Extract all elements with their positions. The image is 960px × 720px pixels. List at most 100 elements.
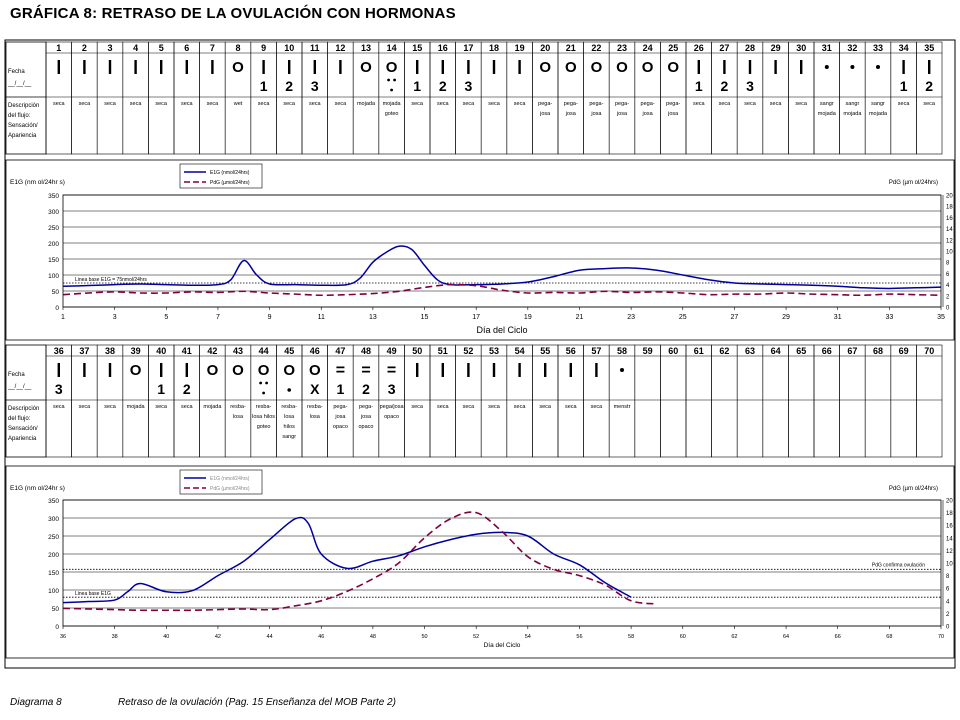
count-number: 2	[439, 78, 447, 94]
fecha-format: __/__/__	[7, 81, 32, 87]
x-tick-label: 7	[216, 314, 220, 321]
dots-symbol	[390, 88, 393, 92]
e1g-series-line	[62, 516, 632, 604]
day-number: 66	[822, 346, 832, 356]
dots-symbol	[387, 78, 390, 82]
x-tick-label: 9	[268, 314, 272, 321]
flow-description: seca	[693, 101, 706, 107]
day-column	[788, 41, 815, 155]
y2-tick-label: 8	[946, 261, 950, 267]
legend-entry: E1G (nmol/24hrs)	[210, 170, 250, 176]
day-number: 32	[847, 43, 857, 53]
count-number: 2	[362, 381, 370, 397]
reference-line-label: Linea base E1G	[75, 591, 111, 597]
flow-description: seca	[437, 101, 450, 107]
day-number: 1	[56, 43, 61, 53]
flow-description: resba-	[281, 404, 297, 410]
day-column	[71, 41, 98, 155]
x-tick-label: 27	[731, 314, 739, 321]
count-number: 1	[413, 78, 421, 94]
caption-right: Retraso de la ovulación (Pag. 15 Enseñan…	[118, 697, 396, 708]
day-column	[404, 41, 431, 155]
day-number: 59	[643, 346, 653, 356]
flow-description: seca	[79, 101, 92, 107]
flow-description: pega-	[666, 101, 680, 107]
day-number: 8	[235, 43, 240, 53]
flow-description: goteo	[385, 111, 399, 117]
day-number: 64	[771, 346, 781, 356]
day-number: 47	[335, 346, 345, 356]
count-number: 3	[388, 381, 396, 397]
mucus-circle-symbol: O	[283, 362, 295, 379]
day-number: 21	[566, 43, 576, 53]
day-number: 62	[719, 346, 729, 356]
x-tick-label: 36	[60, 634, 66, 640]
x-tick-label: 21	[576, 314, 584, 321]
day-column	[480, 41, 508, 155]
day-number: 20	[540, 43, 550, 53]
mucus-circle-symbol: O	[309, 362, 321, 379]
flow-description: seca	[155, 404, 168, 410]
flow-description: resba-	[256, 404, 272, 410]
flow-description: seca	[795, 101, 808, 107]
x-tick-label: 3	[113, 314, 117, 321]
y-tick-label: 350	[48, 193, 59, 200]
day-number: 7	[210, 43, 215, 53]
dot-symbol	[287, 388, 292, 392]
x-tick-label: 35	[937, 314, 945, 321]
flow-description: seca	[565, 404, 578, 410]
day-column	[711, 41, 738, 155]
bleeding-dot-symbol	[824, 65, 829, 69]
day-number: 41	[182, 346, 192, 356]
day-column	[96, 344, 124, 458]
dots-symbol	[259, 381, 262, 385]
flow-description: josa	[360, 414, 372, 420]
flow-description: goteo	[257, 424, 271, 430]
equals-symbol: =	[361, 362, 370, 379]
flow-description: seca	[411, 101, 424, 107]
y2-tick-label: 8	[946, 574, 950, 580]
x-axis-title: Día del Ciclo	[476, 325, 527, 335]
x-tick-label: 60	[680, 634, 686, 640]
flow-description: wet	[233, 101, 243, 107]
day-column	[173, 41, 200, 155]
day-number: 68	[873, 346, 883, 356]
y-axis-title: E1G (nm ol/24hr s)	[10, 179, 65, 186]
day-column	[532, 344, 559, 458]
flow-description: josa	[642, 111, 654, 117]
caption-left: Diagrama 8	[10, 697, 62, 708]
day-number: 18	[489, 43, 499, 53]
day-number: 14	[387, 43, 397, 53]
day-number: 40	[156, 346, 166, 356]
day-number: 6	[184, 43, 189, 53]
flow-description: josa	[667, 111, 679, 117]
flow-description: resba-	[307, 404, 323, 410]
flow-description: seca	[104, 101, 117, 107]
flow-description: mojada	[869, 111, 888, 117]
descripcion-label: Apariencia	[8, 133, 37, 139]
day-column	[634, 344, 661, 458]
x-tick-label: 46	[318, 634, 324, 640]
y-tick-label: 250	[48, 225, 59, 232]
count-number: 2	[285, 78, 293, 94]
count-number: 2	[925, 78, 933, 94]
day-number: 38	[105, 346, 115, 356]
day-number: 51	[438, 346, 448, 356]
flow-description: seca	[130, 101, 143, 107]
day-number: 4	[133, 43, 138, 53]
count-number: 1	[157, 381, 165, 397]
day-column	[557, 344, 584, 458]
day-column	[301, 41, 328, 155]
day-number: 3	[107, 43, 112, 53]
x-tick-label: 52	[473, 634, 479, 640]
x-tick-label: 58	[628, 634, 634, 640]
day-number: 5	[159, 43, 164, 53]
flow-description: seca	[591, 404, 604, 410]
day-column	[327, 41, 354, 155]
chart-frame	[5, 159, 955, 341]
day-number: 43	[233, 346, 243, 356]
day-number: 50	[412, 346, 422, 356]
x-tick-label: 23	[627, 314, 635, 321]
day-number: 16	[438, 43, 448, 53]
bleeding-dot-symbol	[876, 65, 880, 69]
